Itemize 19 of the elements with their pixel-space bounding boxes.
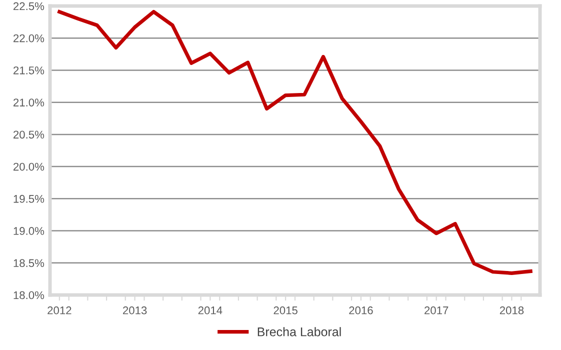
y-tick-label: 19.0%	[14, 227, 44, 235]
y-tick-label: 20.5%	[14, 130, 44, 139]
x-tick-label: 2013	[123, 306, 147, 314]
y-tick-label: 20.0%	[14, 162, 44, 171]
x-tick-label: 2012	[48, 306, 72, 314]
y-tick-label: 21.0%	[14, 98, 44, 106]
y-tick-label: 19.5%	[14, 194, 44, 203]
legend-label: Brecha Laboral	[258, 327, 341, 336]
y-tick-label: 22.5%	[14, 2, 44, 10]
y-tick-label: 22.0%	[14, 34, 44, 42]
line-series	[58, 10, 532, 275]
x-tick-label: 2015	[274, 306, 298, 314]
y-tick-label: 18.0%	[14, 291, 44, 300]
x-tick-label: 2014	[198, 306, 222, 314]
x-tick-label: 2016	[349, 306, 373, 314]
y-tick-label: 21.5%	[14, 66, 44, 74]
x-tick-label: 2018	[500, 306, 524, 314]
x-tick-label: 2017	[424, 306, 448, 314]
y-tick-label: 18.5%	[14, 259, 44, 268]
